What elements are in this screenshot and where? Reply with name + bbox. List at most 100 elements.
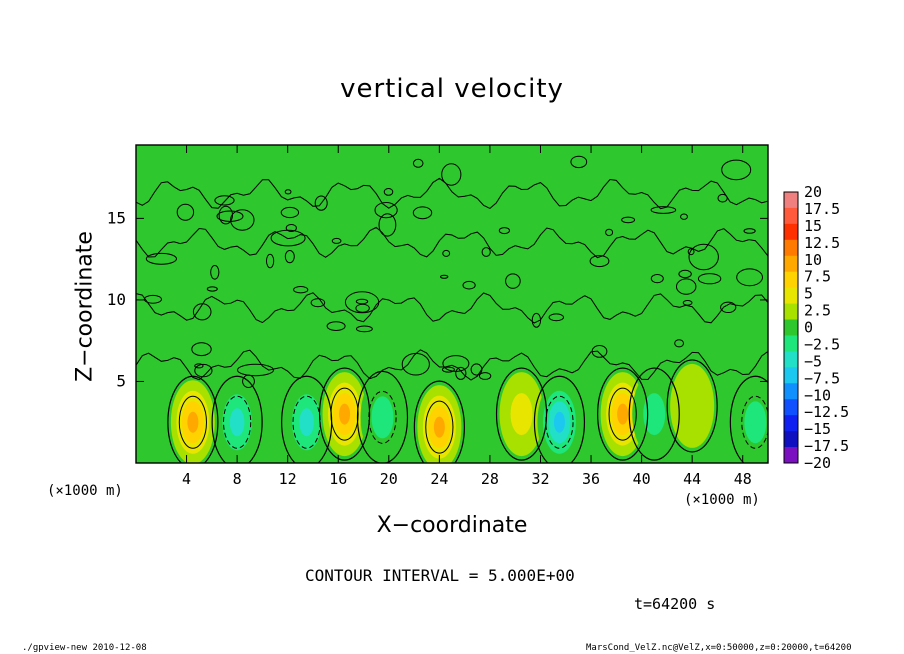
x-tick-label: 16 <box>329 470 347 488</box>
contour-band <box>136 349 768 381</box>
x-tick-label: 32 <box>531 470 549 488</box>
y-axis: 5 10 15 <box>107 208 768 390</box>
contour-blob <box>736 268 763 287</box>
colorbar-label: 2.5 <box>804 302 831 320</box>
x-tick-label: 36 <box>582 470 600 488</box>
contour-blob <box>284 189 292 195</box>
colorbar-swatch <box>784 367 798 384</box>
contour-band <box>136 177 768 210</box>
contour-blob <box>743 228 756 234</box>
x-tick-label: 8 <box>233 470 242 488</box>
footer-data-source: MarsCond_VelZ.nc@VelZ,x=0:50000,z=0:2000… <box>586 643 852 653</box>
contour-blob <box>697 273 722 285</box>
contour-blob <box>650 206 677 214</box>
colorbar-swatch <box>784 351 798 368</box>
contour-blob <box>412 158 424 168</box>
contour-blob <box>191 342 212 357</box>
colorbar-label: −10 <box>804 386 831 404</box>
contour-blob <box>143 294 162 304</box>
contour-blob <box>455 366 467 380</box>
contour-blob <box>242 374 255 388</box>
colorbar: 2017.51512.5107.552.50−2.5−5−7.5−10−12.5… <box>783 183 849 472</box>
colorbar-label: 15 <box>804 217 822 235</box>
contour-blob <box>682 300 693 306</box>
velocity-cell-4 <box>371 396 394 439</box>
contour-blob <box>720 301 737 313</box>
x-tick-label: 4 <box>182 470 191 488</box>
contour-blob <box>176 203 195 221</box>
x-tick-label: 28 <box>481 470 499 488</box>
colorbar-swatch <box>784 271 798 289</box>
x-tick-label: 40 <box>633 470 651 488</box>
velocity-cell-2 <box>299 408 314 437</box>
contour-blob <box>355 303 370 313</box>
colorbar-swatch <box>784 335 798 352</box>
contour-blob <box>214 195 235 206</box>
contour-blob <box>650 274 664 284</box>
contour-5-5 <box>425 400 454 454</box>
velocity-cell-9 <box>643 393 666 436</box>
contour-blob <box>356 325 373 333</box>
colorbar-swatch <box>784 239 798 257</box>
contour-blob <box>481 247 491 257</box>
contour-blob <box>216 210 244 222</box>
y-tick-label: 15 <box>107 208 126 227</box>
velocity-cell-6 <box>510 393 533 436</box>
contour-blob <box>383 188 394 196</box>
contour-blob <box>374 202 398 219</box>
velocity-cell-3 <box>339 403 351 425</box>
contour-blob <box>145 252 177 265</box>
colorbar-label: 7.5 <box>804 268 831 286</box>
contour-blob <box>310 298 326 308</box>
contour-5-0 <box>178 395 207 449</box>
colorbar-swatch <box>784 383 798 400</box>
contour-blob <box>355 298 369 305</box>
contour-blob <box>621 216 636 224</box>
y-tick-label: 5 <box>116 371 126 390</box>
contour-blob <box>266 253 275 269</box>
contour-blob <box>331 237 342 244</box>
contour-zero-4 <box>356 370 409 463</box>
colorbar-label: −17.5 <box>804 437 849 455</box>
contour-blob <box>192 303 212 321</box>
contour-5-4 <box>368 390 397 444</box>
contour-zero-0 <box>167 375 219 463</box>
colorbar-swatch <box>784 399 798 416</box>
contour-blob <box>442 249 451 257</box>
x-tick-label: 44 <box>683 470 701 488</box>
contour-blob <box>285 224 297 232</box>
velocity-cell-8 <box>617 403 629 425</box>
contour-blob <box>688 243 719 271</box>
contour-blob <box>441 366 455 373</box>
colorbar-label: −5 <box>804 352 822 370</box>
contour-blob <box>548 313 564 322</box>
x-tick-label: 24 <box>430 470 448 488</box>
contour-blob <box>293 286 309 294</box>
contour-blob <box>462 280 476 290</box>
colorbar-label: 12.5 <box>804 234 840 252</box>
colorbar-swatch <box>784 415 798 432</box>
contour-zero-11 <box>729 375 768 463</box>
contour-5-3 <box>330 387 359 441</box>
velocity-cell-7 <box>553 411 565 433</box>
colorbar-label: 10 <box>804 251 822 269</box>
contour-blob <box>605 228 614 237</box>
footer-program-date: ./gpview-new 2010-12-08 <box>22 643 147 653</box>
contour-blob <box>230 209 255 231</box>
x-axis-label: X−coordinate <box>376 513 528 538</box>
x-axis: 4 8 12 16 20 24 28 32 36 40 44 48 <box>182 145 752 488</box>
contour-blob <box>314 195 328 211</box>
colorbar-label: −15 <box>804 420 831 438</box>
colorbar-label: 17.5 <box>804 200 840 218</box>
contour-zero-8 <box>597 367 649 461</box>
contour-blob <box>478 372 492 380</box>
y-tick-label: 10 <box>107 290 126 309</box>
contour-zero-1 <box>211 375 263 463</box>
plot-frame <box>135 144 769 464</box>
colorbar-label: −12.5 <box>804 403 849 421</box>
x-unit-label-right: (×1000 m) <box>684 492 760 508</box>
velocity-cell-11 <box>744 401 767 444</box>
colorbar-label: −20 <box>804 454 831 472</box>
y-axis-label: Z−coordinate <box>72 231 98 382</box>
